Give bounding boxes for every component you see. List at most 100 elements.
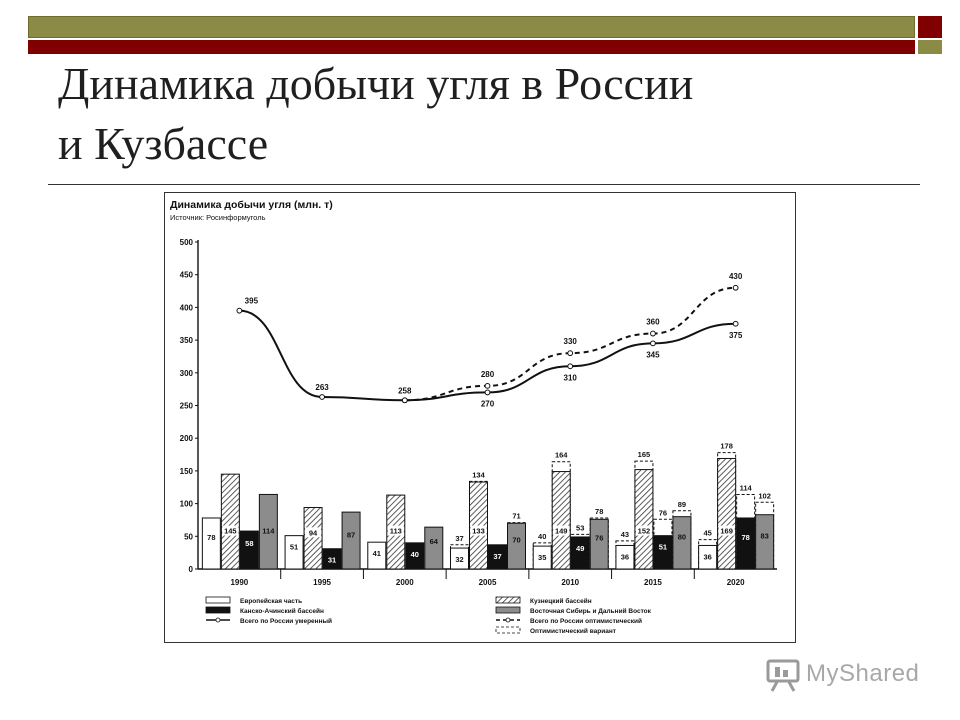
optimistic-label: 71	[512, 512, 520, 521]
legend-swatch-dashed	[495, 626, 521, 634]
bar-value-label: 35	[538, 553, 546, 562]
watermark-text: MyShared	[806, 660, 920, 687]
y-tick-label: 0	[189, 565, 194, 574]
line-value-label: 360	[646, 318, 660, 327]
line-value-label: 270	[481, 399, 495, 408]
bar-value-label: 145	[224, 527, 237, 536]
line-point	[650, 340, 656, 347]
bar-value-label: 70	[512, 535, 520, 544]
bar	[653, 535, 673, 570]
bar	[367, 541, 387, 570]
y-tick-label: 150	[180, 467, 194, 476]
bar	[303, 507, 323, 570]
slide-title: Динамика добычи угля в России и Кузбассе	[58, 54, 898, 174]
bar	[551, 471, 571, 570]
y-tick-label: 400	[180, 303, 194, 312]
bar-value-label: 32	[455, 555, 463, 564]
y-tick-label: 350	[180, 336, 194, 345]
line-value-label: 395	[245, 297, 259, 306]
line-value-label: 345	[646, 350, 660, 359]
line-point	[236, 307, 243, 314]
x-tick-label: 2010	[561, 578, 579, 587]
bar	[488, 544, 507, 570]
optimistic-label: 134	[472, 470, 485, 479]
chart-frame: Динамика добычи угля (млн. т) Источник: …	[164, 192, 796, 643]
line-point	[401, 397, 408, 404]
bar	[532, 545, 552, 570]
watermark: MyShared	[766, 656, 946, 696]
y-tick-label: 100	[180, 500, 194, 509]
optimistic-label: 37	[455, 534, 463, 543]
header-decoration-bar	[28, 16, 915, 54]
bar-value-label: 31	[328, 556, 336, 565]
bar-value-label: 78	[741, 533, 749, 542]
legend-label: Канско-Ачинский бассейн	[240, 607, 324, 615]
optimistic-label: 45	[703, 529, 711, 538]
bar-value-label: 36	[621, 552, 629, 561]
maroon-band	[28, 40, 915, 54]
line-point	[650, 330, 656, 337]
bar-label-backdrop	[222, 525, 239, 536]
bar	[672, 516, 692, 570]
chart-title: Динамика добычи угля (млн. т)	[170, 199, 333, 211]
bar-value-label: 41	[373, 549, 381, 558]
line-point	[484, 382, 491, 389]
bar	[239, 530, 259, 570]
x-tick-label: 2020	[727, 578, 745, 587]
line-value-label: 430	[729, 272, 743, 281]
bar-label-backdrop	[718, 525, 735, 536]
line-value-label: 375	[729, 331, 743, 340]
legend-swatch	[205, 606, 231, 614]
legend-label: Всего по России умеренный	[240, 617, 332, 625]
y-tick-label: 500	[180, 238, 194, 247]
line-value-label: 310	[564, 373, 578, 382]
bar-value-label: 40	[411, 550, 419, 559]
bar-value-label: 58	[245, 539, 253, 548]
bars-group: 78 51 41 37 32 40 35 43 36 45 36 145 94 113 134 133 164 1…	[201, 442, 775, 570]
bar-value-label: 133	[472, 527, 485, 536]
optimistic-label: 102	[758, 491, 771, 500]
legend-point	[215, 617, 221, 623]
optimistic-label: 78	[595, 507, 603, 516]
bar	[450, 547, 469, 570]
bar-value-label: 76	[595, 534, 603, 543]
bar	[322, 548, 342, 570]
optimistic-label: 114	[740, 483, 753, 492]
bar-label-backdrop	[387, 525, 404, 536]
bar	[698, 544, 718, 570]
legend-swatch	[495, 596, 521, 604]
y-tick-label: 250	[180, 402, 194, 411]
x-tick-label: 2015	[644, 578, 662, 587]
bar	[717, 457, 737, 570]
corner-maroon-square	[918, 16, 942, 38]
bar	[258, 493, 278, 570]
line-point	[732, 284, 739, 291]
slide-title-line-1: Динамика добычи угля в России	[58, 58, 694, 109]
bar	[507, 522, 526, 570]
y-tick-label: 50	[184, 532, 193, 541]
optimistic-label: 164	[555, 451, 568, 460]
bar-value-label: 113	[390, 527, 402, 536]
bar	[284, 535, 304, 570]
bar	[589, 518, 609, 570]
bar-value-label: 51	[659, 543, 667, 552]
olive-band	[28, 16, 915, 38]
legend-swatch	[495, 606, 521, 614]
optimistic-label: 165	[638, 450, 651, 459]
legend: Европейская часть Канско-Ачинский бассейн…	[205, 596, 652, 635]
optimistic-label: 40	[538, 532, 546, 541]
bar-value-label: 78	[207, 533, 215, 542]
legend-label: Восточная Сибирь и Дальний Восток	[530, 607, 652, 615]
bar	[615, 544, 635, 570]
line-point	[319, 394, 325, 400]
line-value-label: 258	[398, 386, 412, 395]
chart-subtitle: Источник: Росинформуголь	[170, 213, 266, 222]
bar-value-label: 83	[760, 532, 768, 541]
bar-value-label: 114	[262, 527, 275, 536]
bar	[424, 526, 444, 570]
line-point	[484, 389, 491, 396]
bar	[220, 473, 240, 570]
bar	[736, 517, 756, 570]
bar-value-label: 36	[703, 552, 711, 561]
bar-label-backdrop	[470, 525, 487, 536]
